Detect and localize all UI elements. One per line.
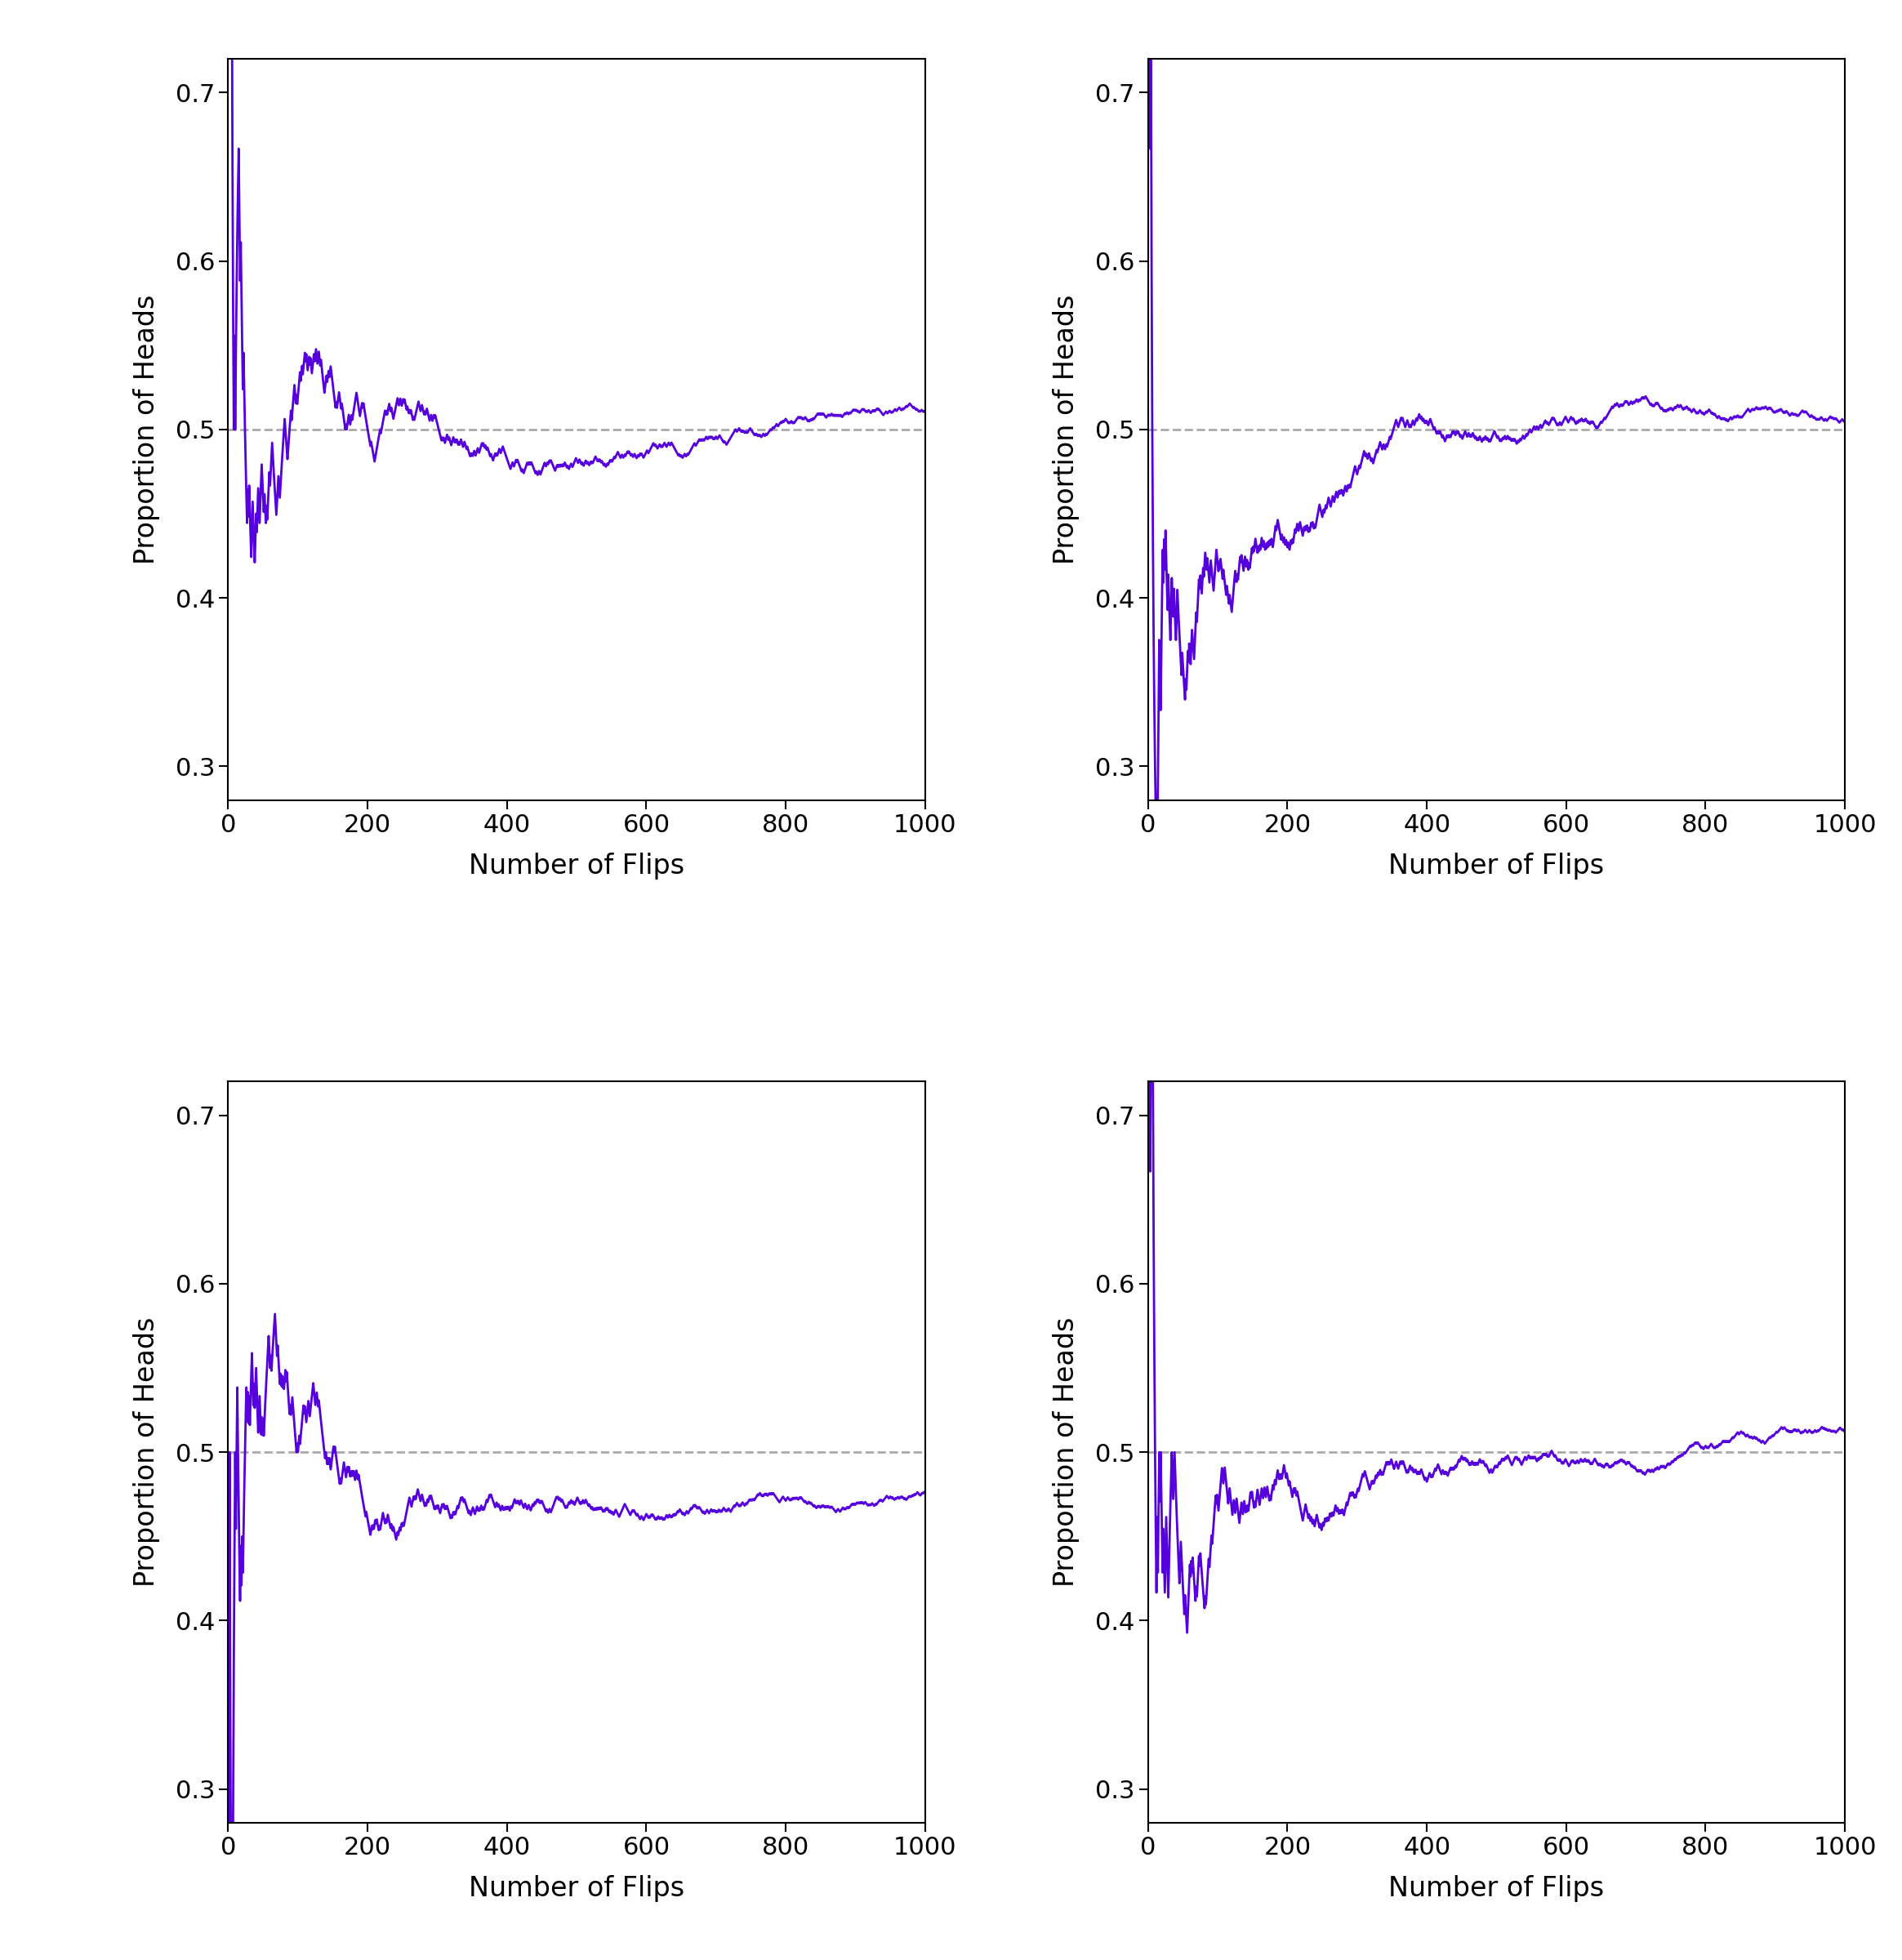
X-axis label: Number of Flips: Number of Flips bbox=[1388, 1876, 1605, 1903]
Y-axis label: Proportion of Heads: Proportion of Heads bbox=[133, 1317, 160, 1588]
X-axis label: Number of Flips: Number of Flips bbox=[1388, 853, 1605, 880]
Y-axis label: Proportion of Heads: Proportion of Heads bbox=[1052, 1317, 1080, 1588]
Y-axis label: Proportion of Heads: Proportion of Heads bbox=[1052, 294, 1080, 564]
X-axis label: Number of Flips: Number of Flips bbox=[468, 1876, 685, 1903]
X-axis label: Number of Flips: Number of Flips bbox=[468, 853, 685, 880]
Y-axis label: Proportion of Heads: Proportion of Heads bbox=[133, 294, 160, 564]
